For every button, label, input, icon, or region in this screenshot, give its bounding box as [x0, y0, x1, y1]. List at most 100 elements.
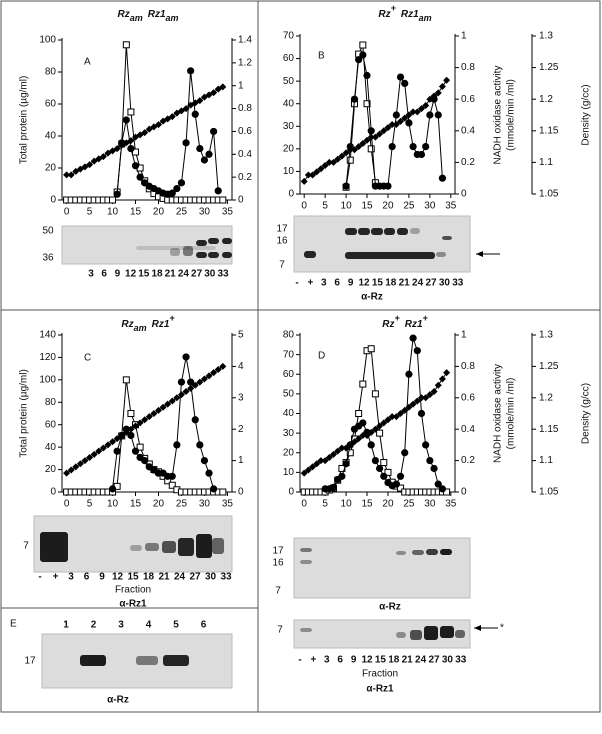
gel-band	[145, 543, 159, 551]
marker-diamond	[334, 447, 342, 455]
x-tick-label: 35	[445, 499, 457, 510]
y3-tick-label: 1.15	[539, 125, 559, 136]
marker-diamond	[330, 158, 338, 166]
x-tick-label: 15	[361, 201, 373, 212]
marker-circle	[430, 464, 438, 473]
marker-circle	[434, 111, 442, 119]
mw-label: 7	[279, 260, 285, 271]
marker-diamond	[300, 177, 308, 185]
y3-tick-label: 1.25	[539, 361, 559, 372]
marker-circle	[108, 485, 117, 493]
y-tick-label: 50	[283, 76, 295, 87]
lane-label: 30	[205, 572, 217, 583]
marker-circle	[355, 56, 363, 64]
marker-square	[376, 429, 384, 437]
marker-diamond	[196, 378, 204, 386]
marker-diamond	[355, 435, 363, 443]
marker-circle	[196, 441, 204, 449]
lane-label: 3	[118, 620, 124, 631]
x-tick-label: 20	[382, 499, 394, 510]
marker-diamond	[63, 171, 71, 179]
gel-band	[163, 655, 189, 666]
gel-band	[183, 246, 193, 256]
gel-band	[436, 252, 446, 257]
lane-label: 30	[204, 269, 216, 280]
y3-tick-label: 1.05	[539, 189, 559, 200]
lane-label: 24	[412, 278, 424, 289]
y3-tick-label: 1.1	[539, 157, 553, 168]
marker-circle	[205, 469, 213, 477]
x-tick-label: 35	[222, 499, 234, 510]
marker-diamond	[63, 469, 71, 477]
y-tick-label: 80	[45, 67, 57, 78]
marker-circle	[177, 378, 186, 386]
gel-caption: α-Rz	[107, 695, 129, 706]
lane-label: 18	[388, 655, 400, 666]
y2-tick-label: 1	[238, 80, 244, 91]
marker-square	[109, 196, 117, 204]
marker-diamond	[363, 136, 371, 144]
lane-label: 27	[425, 278, 437, 289]
marker-diamond	[150, 410, 158, 417]
marker-circle	[177, 179, 186, 187]
marker-circle	[131, 162, 140, 170]
y-tick-label: 20	[283, 447, 295, 458]
marker-diamond	[392, 120, 400, 128]
marker-circle	[168, 189, 176, 197]
marker-circle	[136, 173, 144, 181]
mw-label: 17	[24, 656, 36, 667]
marker-circle	[113, 190, 121, 198]
marker-circle	[401, 79, 409, 87]
x-tick-label: 35	[222, 207, 234, 218]
marker-circle	[422, 143, 430, 151]
series-line	[304, 347, 447, 493]
chart-title: Rzam Rz1am	[117, 9, 178, 24]
y-tick-label: 10	[283, 467, 295, 478]
marker-diamond	[173, 394, 181, 402]
lane-label: 27	[191, 269, 203, 280]
lane-label: 18	[151, 269, 163, 280]
y3-tick-label: 1.2	[539, 392, 553, 403]
lane-label: 12	[361, 655, 373, 666]
marker-diamond	[367, 133, 375, 141]
marker-circle	[388, 143, 396, 151]
lane-label: 15	[375, 655, 387, 666]
frame-d	[257, 309, 601, 713]
marker-diamond	[350, 146, 358, 154]
lane-label: 6	[84, 572, 90, 583]
y-tick-label: 30	[283, 428, 295, 439]
marker-diamond	[376, 422, 384, 430]
y-tick-label: 0	[288, 487, 294, 498]
x-tick-label: 10	[107, 499, 119, 510]
gel-band	[300, 628, 312, 632]
marker-circle	[338, 472, 346, 480]
lane-label: 15	[372, 278, 384, 289]
marker-circle	[168, 472, 176, 480]
marker-circle	[187, 67, 195, 75]
x-tick-label: 25	[176, 499, 188, 510]
y2-tick-label: 0.4	[461, 424, 475, 435]
marker-diamond	[413, 108, 421, 116]
marker-diamond	[392, 413, 400, 421]
lane-label: 30	[442, 655, 454, 666]
y-tick-label: 40	[45, 131, 57, 142]
x-tick-label: 10	[341, 499, 353, 510]
marker-circle	[127, 431, 135, 440]
marker-diamond	[430, 388, 438, 396]
marker-diamond	[380, 127, 388, 135]
y2-tick-label: 0.8	[238, 103, 252, 114]
marker-diamond	[214, 366, 222, 374]
x-tick-label: 0	[64, 499, 70, 510]
marker-diamond	[219, 362, 227, 370]
marker-diamond	[187, 384, 195, 392]
lane-label: -	[295, 278, 298, 289]
gel-band	[304, 251, 316, 258]
marker-circle	[191, 416, 199, 424]
marker-circle	[342, 182, 350, 190]
mw-label: 16	[276, 236, 288, 247]
gel-axis-label: Fraction	[362, 669, 398, 680]
series-line	[345, 53, 443, 187]
y3-tick-label: 1.25	[539, 62, 559, 73]
marker-circle	[191, 110, 199, 118]
marker-diamond	[90, 450, 98, 458]
